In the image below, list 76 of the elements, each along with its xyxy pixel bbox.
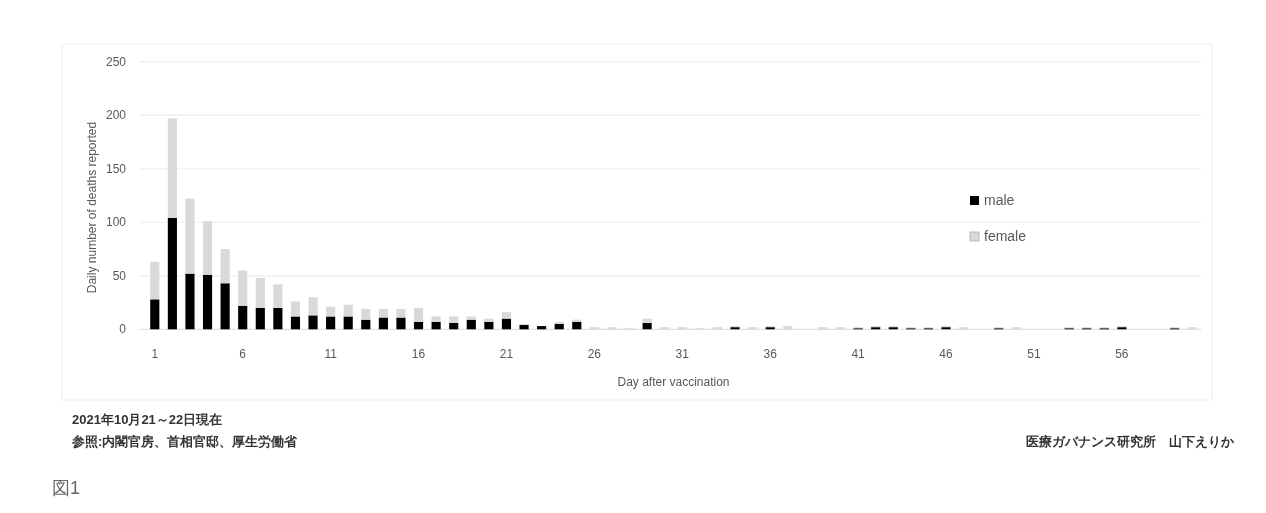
y-axis-title: Daily number of deaths reported (85, 121, 99, 294)
bar (185, 273, 195, 330)
bar (167, 118, 177, 218)
bar (501, 318, 512, 330)
x-tick-label: 26 (587, 347, 602, 361)
bar (378, 308, 388, 318)
x-tick-label: 56 (1115, 347, 1129, 361)
bar (343, 316, 353, 330)
bar (326, 306, 336, 317)
x-tick-label: 6 (239, 347, 247, 361)
x-tick-label: 36 (763, 347, 778, 361)
bar (308, 315, 318, 330)
caption: 図1 (52, 478, 81, 498)
bar (202, 274, 213, 330)
bar (642, 318, 652, 323)
x-tick-label: 41 (851, 347, 866, 361)
bar (537, 326, 547, 330)
y-tick-label: 250 (105, 54, 127, 69)
bar (396, 308, 406, 318)
bar (361, 319, 371, 330)
bar (273, 307, 283, 330)
bar (484, 318, 494, 322)
bar (185, 198, 195, 274)
legend-label: male (984, 192, 1015, 208)
bar (255, 307, 265, 330)
bar (572, 319, 582, 322)
x-tick-label: 11 (324, 347, 338, 361)
bar (220, 283, 230, 330)
bar (572, 321, 582, 330)
text: 参照:内閣官房、首相官邸、厚生労働省 (71, 434, 299, 449)
bar (326, 316, 336, 330)
bar (150, 299, 160, 330)
y-tick-label: 0 (119, 322, 127, 337)
x-tick-label: 1 (151, 347, 159, 361)
bar (431, 321, 441, 330)
bar (167, 217, 177, 330)
bar (466, 319, 476, 330)
bar (554, 323, 564, 330)
bar (413, 307, 424, 322)
x-tick-label: 21 (499, 347, 514, 361)
bar (290, 301, 301, 317)
y-tick-label: 50 (112, 268, 127, 283)
bar (255, 277, 265, 308)
bar (290, 316, 301, 330)
bar (519, 325, 529, 330)
bar (361, 308, 371, 320)
legend-label: female (984, 228, 1027, 244)
bar (449, 322, 459, 330)
y-tick-label: 200 (105, 108, 127, 123)
bar (202, 221, 213, 275)
bar (413, 321, 424, 330)
bar (431, 316, 441, 322)
bar (378, 317, 388, 330)
bar (343, 304, 353, 317)
bar (466, 316, 476, 320)
y-tick-label: 150 (105, 161, 127, 176)
bar (238, 305, 248, 330)
bar (273, 284, 283, 308)
bar (308, 297, 318, 316)
y-tick-label: 100 (105, 215, 127, 230)
bar (396, 317, 406, 330)
bar (150, 261, 160, 300)
x-tick-label: 46 (939, 347, 954, 361)
x-tick-label: 16 (411, 347, 426, 361)
x-tick-label: 31 (675, 347, 690, 361)
text: 2021年10月21～22日現在 (72, 412, 223, 427)
bar (220, 249, 230, 284)
bar (554, 321, 564, 324)
x-axis-title: Day after vaccination (617, 375, 730, 389)
x-tick-label: 51 (1027, 347, 1041, 361)
bar (642, 322, 652, 330)
bar (501, 312, 512, 319)
bar (449, 316, 459, 323)
text: 医療ガバナンス研究所 山下えりか (1026, 434, 1235, 449)
bar (484, 321, 494, 330)
bar (238, 270, 248, 306)
